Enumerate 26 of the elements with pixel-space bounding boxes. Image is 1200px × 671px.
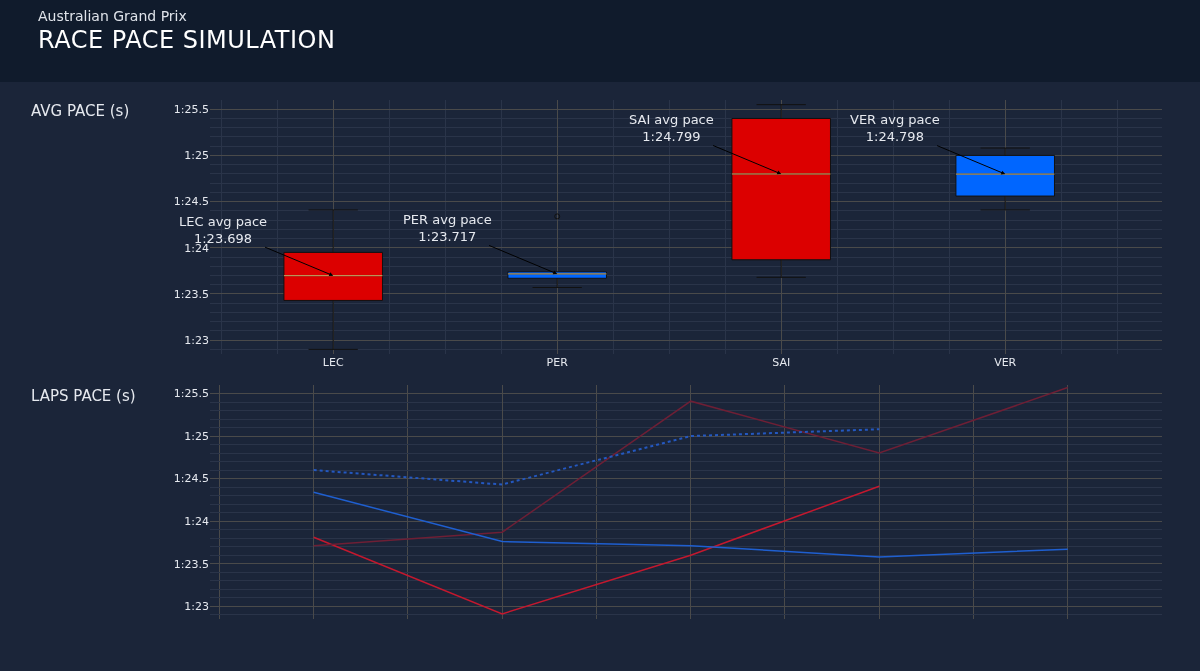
y-axis-title: LAPS PACE (s)	[31, 387, 136, 405]
y-tick-label: 1:23.5	[173, 287, 209, 301]
y-tick-label: 1:23	[184, 600, 209, 614]
annotation: PER avg pace 1:23.717	[403, 212, 492, 244]
y-axis-title: AVG PACE (s)	[31, 102, 130, 120]
line-series	[312, 485, 880, 615]
x-tick-label: VER	[994, 356, 1017, 369]
line-series	[312, 491, 1069, 558]
y-tick-label: 1:23	[184, 334, 209, 347]
annotation: VER avg pace 1:24.798	[850, 112, 940, 144]
y-tick-label: 1:23.5	[173, 557, 209, 571]
chart-title: RACE PACE SIMULATION	[38, 26, 336, 54]
y-tick-label: 1:25.5	[173, 387, 209, 401]
x-tick-label: SAI	[772, 356, 791, 369]
y-tick-label: 1:25.5	[173, 103, 209, 117]
chart-subtitle: Australian Grand Prix	[38, 8, 187, 24]
x-tick-label: LEC	[322, 356, 344, 369]
y-tick-label: 1:24.5	[173, 195, 209, 209]
line-series	[312, 428, 881, 486]
y-tick-label: 1:24	[184, 515, 209, 528]
y-tick-label: 1:25	[184, 149, 209, 163]
annotation: SAI avg pace 1:24.799	[629, 112, 714, 144]
y-tick-label: 1:24.5	[173, 472, 209, 486]
y-tick-label: 1:25	[184, 429, 209, 443]
line-series	[312, 386, 1069, 547]
x-tick-label: PER	[546, 356, 569, 369]
